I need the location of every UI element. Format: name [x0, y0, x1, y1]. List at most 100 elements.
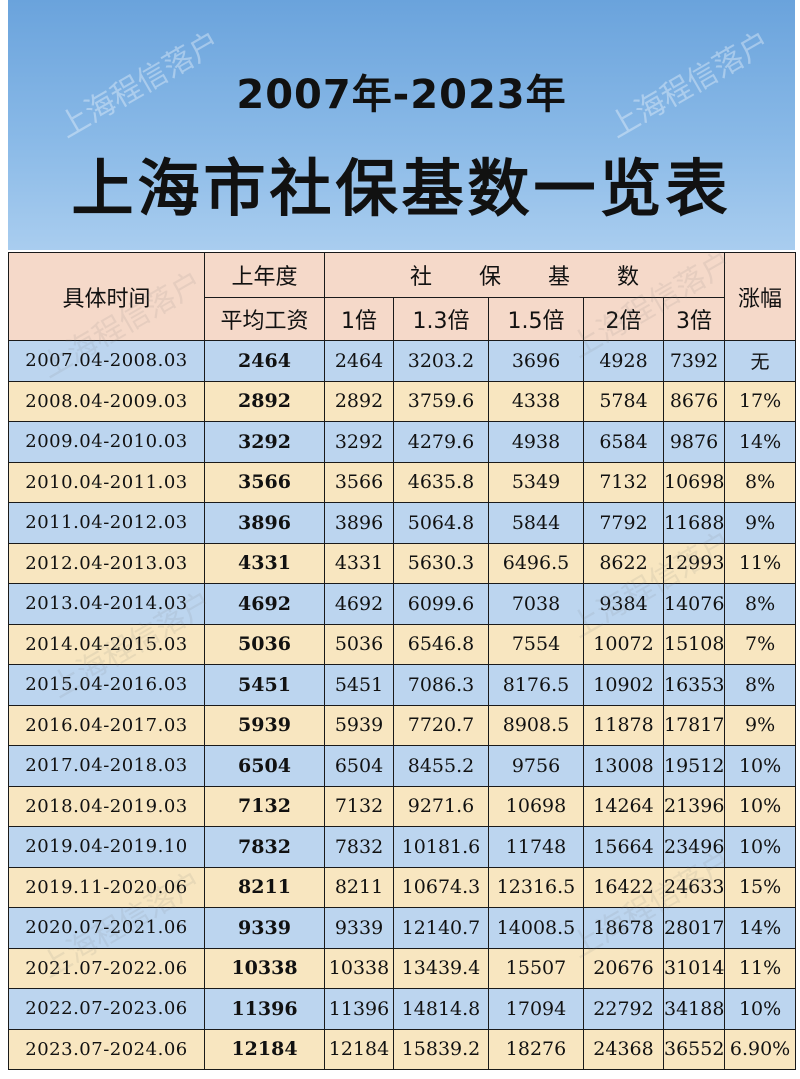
cell-base-1-3x: 13439.4 — [393, 947, 489, 989]
cell-increase: 14% — [724, 907, 797, 949]
cell-base-2x: 9384 — [583, 583, 664, 625]
cell-base-2x: 10902 — [583, 664, 664, 706]
cell-base-1x: 4692 — [324, 583, 394, 625]
cell-base-2x: 14264 — [583, 785, 664, 827]
cell-base-1-3x: 5630.3 — [393, 542, 489, 584]
cell-base-2x: 11878 — [583, 704, 664, 746]
cell-increase: 10% — [724, 988, 797, 1030]
cell-base-3x: 23496 — [662, 826, 726, 868]
cell-base-1-5x: 12316.5 — [488, 866, 584, 908]
cell-base-1-5x: 7038 — [488, 583, 584, 625]
cell-base-3x: 31014 — [662, 947, 726, 989]
cell-base-3x: 16353 — [662, 664, 726, 706]
cell-base-1-3x: 12140.7 — [393, 907, 489, 949]
cell-increase: 14% — [724, 421, 797, 463]
cell-base-1-5x: 8176.5 — [488, 664, 584, 706]
cell-base-2x: 13008 — [583, 745, 664, 787]
cell-base-2x: 7132 — [583, 461, 664, 503]
page-subtitle: 2007年-2023年 — [236, 72, 567, 118]
cell-base-1-3x: 10674.3 — [393, 866, 489, 908]
cell-base-1-3x: 6546.8 — [393, 623, 489, 665]
cell-base-3x: 14076 — [662, 583, 726, 625]
cell-increase: 6.90% — [724, 1028, 797, 1070]
cell-base-3x: 15108 — [662, 623, 726, 665]
cell-period: 2022.07-2023.06 — [8, 988, 205, 1030]
cell-base-2x: 10072 — [583, 623, 664, 665]
cell-period: 2014.04-2015.03 — [8, 623, 205, 665]
header-period: 具体时间 — [8, 252, 205, 341]
cell-base-1-3x: 9271.6 — [393, 785, 489, 827]
header-avg-line2: 平均工资 — [204, 297, 325, 341]
cell-base-1-5x: 15507 — [488, 947, 584, 989]
cell-increase: 11% — [724, 947, 797, 989]
cell-base-1-5x: 9756 — [488, 745, 584, 787]
cell-base-1x: 3292 — [324, 421, 394, 463]
cell-base-1-3x: 10181.6 — [393, 826, 489, 868]
social-security-base-table: 具体时间 上年度 社 保 基 数 涨幅 平均工资 1倍 1.3倍 1.5倍 2倍… — [8, 252, 797, 1070]
cell-base-3x: 7392 — [662, 340, 726, 382]
cell-increase: 10% — [724, 745, 797, 787]
cell-base-2x: 15664 — [583, 826, 664, 868]
cell-increase: 无 — [724, 340, 797, 382]
cell-base-2x: 18678 — [583, 907, 664, 949]
cell-base-3x: 9876 — [662, 421, 726, 463]
cell-period: 2013.04-2014.03 — [8, 583, 205, 625]
table-row: 2010.04-2011.03 3566 3566 4635.8 5349 7132 106… — [8, 461, 797, 503]
cell-base-1x: 7132 — [324, 785, 394, 827]
table-body: 2007.04-2008.03 2464 2464 3203.2 3696 4928 739… — [8, 340, 797, 1070]
cell-base-1x: 6504 — [324, 745, 394, 787]
cell-base-1-5x: 5349 — [488, 461, 584, 503]
header-base-group: 社 保 基 数 — [323, 252, 726, 298]
cell-base-3x: 12993 — [662, 542, 726, 584]
cell-avg-wage: 5939 — [204, 704, 325, 746]
header-x3: 3倍 — [662, 297, 726, 341]
cell-increase: 10% — [724, 826, 797, 868]
title-banner: 2007年-2023年 上海市社保基数一览表 上海程信落户 上海程信落户 — [8, 0, 795, 250]
cell-base-1x: 7832 — [324, 826, 394, 868]
table-row: 2015.04-2016.03 5451 5451 7086.3 8176.5 10902… — [8, 664, 797, 706]
cell-base-3x: 34188 — [662, 988, 726, 1030]
cell-avg-wage: 5451 — [204, 664, 325, 706]
cell-base-2x: 8622 — [583, 542, 664, 584]
table-row: 2008.04-2009.03 2892 2892 3759.6 4338 5784 867… — [8, 380, 797, 422]
cell-base-1-5x: 6496.5 — [488, 542, 584, 584]
cell-base-1-5x: 11748 — [488, 826, 584, 868]
header-x2: 2倍 — [583, 297, 664, 341]
cell-base-3x: 21396 — [662, 785, 726, 827]
cell-base-2x: 22792 — [583, 988, 664, 1030]
cell-avg-wage: 9339 — [204, 907, 325, 949]
cell-base-1-5x: 10698 — [488, 785, 584, 827]
cell-avg-wage: 5036 — [204, 623, 325, 665]
cell-avg-wage: 2464 — [204, 340, 325, 382]
cell-base-1-5x: 4938 — [488, 421, 584, 463]
cell-increase: 8% — [724, 461, 797, 503]
cell-base-1-5x: 17094 — [488, 988, 584, 1030]
cell-base-1x: 5451 — [324, 664, 394, 706]
cell-base-1x: 2464 — [324, 340, 394, 382]
cell-increase: 8% — [724, 664, 797, 706]
table-row: 2014.04-2015.03 5036 5036 6546.8 7554 10072 15… — [8, 623, 797, 665]
cell-base-1-3x: 5064.8 — [393, 502, 489, 544]
table-row: 2009.04-2010.03 3292 3292 4279.6 4938 6584 987… — [8, 421, 797, 463]
header-increase: 涨幅 — [724, 252, 797, 341]
header-x1: 1倍 — [324, 297, 394, 341]
cell-base-3x: 28017 — [662, 907, 726, 949]
cell-increase: 15% — [724, 866, 797, 908]
table-row: 2019.04-2019.10 7832 7832 10181.6 11748 15664… — [8, 826, 797, 868]
cell-base-2x: 24368 — [583, 1028, 664, 1070]
cell-base-1-3x: 7086.3 — [393, 664, 489, 706]
cell-period: 2020.07-2021.06 — [8, 907, 205, 949]
cell-increase: 9% — [724, 502, 797, 544]
cell-period: 2007.04-2008.03 — [8, 340, 205, 382]
cell-avg-wage: 7832 — [204, 826, 325, 868]
cell-base-1-5x: 14008.5 — [488, 907, 584, 949]
cell-base-1-5x: 5844 — [488, 502, 584, 544]
table-row: 2022.07-2023.06 11396 11396 14814.8 17094 227… — [8, 988, 797, 1030]
cell-base-1x: 2892 — [324, 380, 394, 422]
cell-base-1-5x: 3696 — [488, 340, 584, 382]
cell-base-1-3x: 3203.2 — [393, 340, 489, 382]
cell-base-2x: 4928 — [583, 340, 664, 382]
cell-increase: 10% — [724, 785, 797, 827]
cell-base-2x: 20676 — [583, 947, 664, 989]
